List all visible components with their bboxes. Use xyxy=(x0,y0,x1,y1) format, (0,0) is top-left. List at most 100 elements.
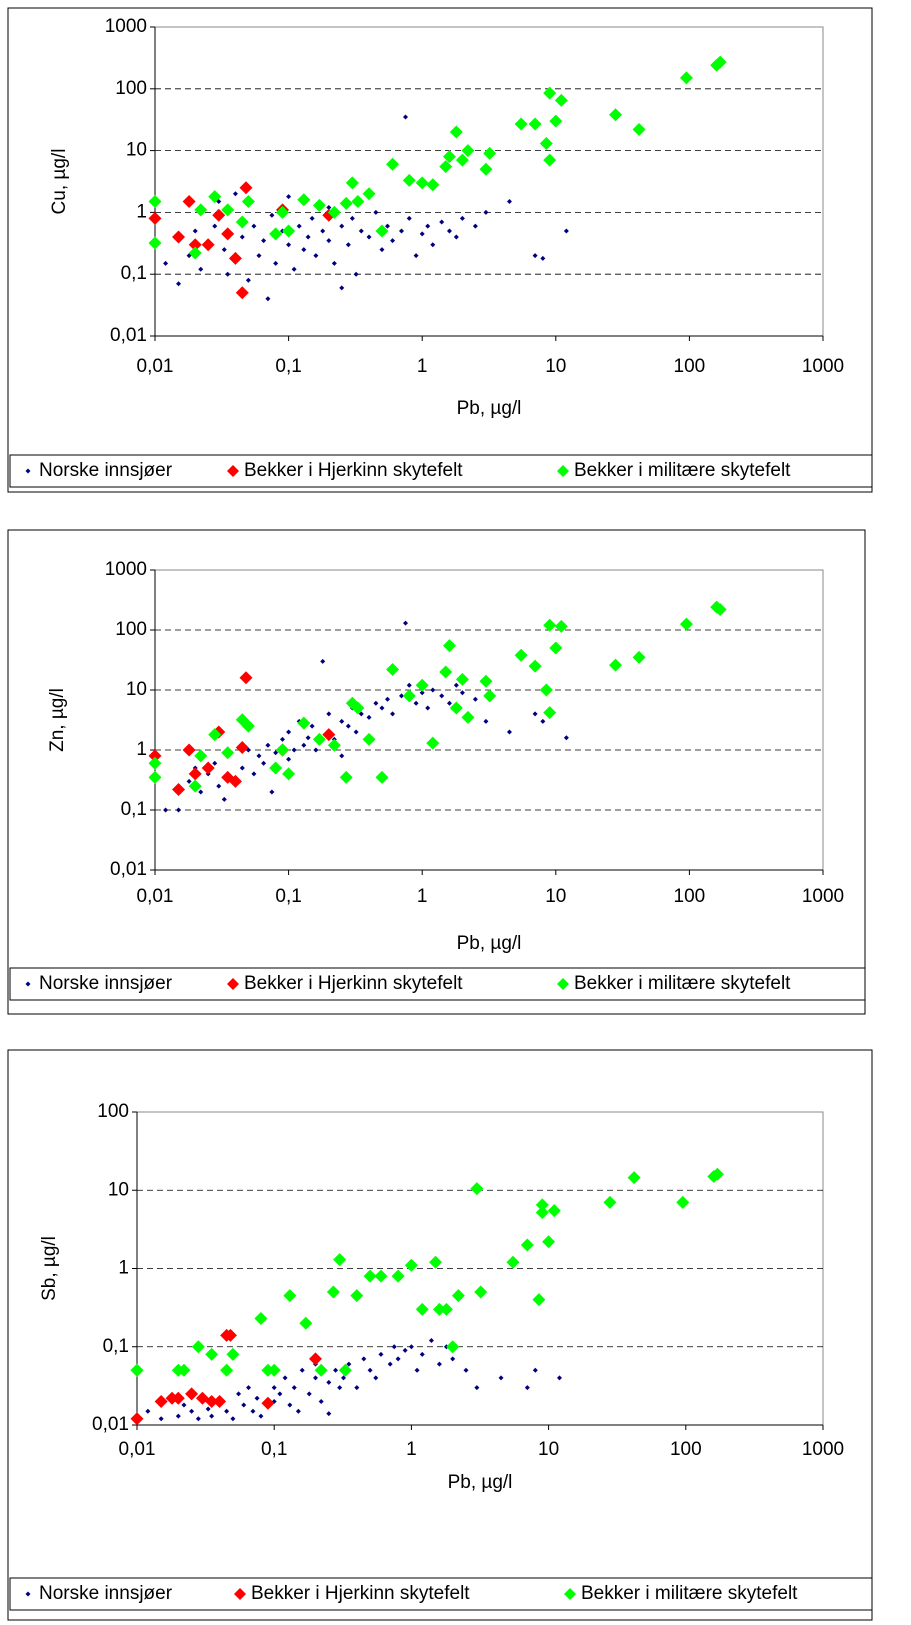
data-point xyxy=(483,718,489,724)
y-tick-label: 1 xyxy=(118,1258,129,1279)
data-point xyxy=(609,658,623,672)
data-point xyxy=(326,1379,332,1385)
data-point xyxy=(710,1167,724,1181)
data-point xyxy=(205,1347,219,1361)
data-point xyxy=(439,1302,453,1316)
x-tick-label: 1000 xyxy=(802,356,844,377)
y-tick-label: 100 xyxy=(115,78,147,99)
data-point xyxy=(172,230,186,244)
data-point xyxy=(235,215,249,229)
data-point xyxy=(498,1375,504,1381)
data-point xyxy=(226,1347,240,1361)
data-point xyxy=(239,181,253,195)
data-point xyxy=(528,659,542,673)
data-point xyxy=(313,253,319,259)
data-point xyxy=(455,153,469,167)
plot-area xyxy=(154,569,824,871)
x-tick-label: 1000 xyxy=(802,1439,844,1460)
data-point xyxy=(386,662,400,676)
data-point xyxy=(632,650,646,664)
data-point xyxy=(309,215,315,221)
data-point xyxy=(446,1340,460,1354)
data-point xyxy=(390,238,396,244)
data-point xyxy=(256,253,262,259)
data-point xyxy=(326,1285,340,1299)
data-point xyxy=(532,711,538,717)
data-point xyxy=(320,658,326,664)
data-point xyxy=(185,1387,199,1401)
data-point xyxy=(446,228,452,234)
data-point xyxy=(461,144,475,158)
data-point xyxy=(163,260,169,266)
data-point xyxy=(251,223,257,229)
data-point xyxy=(305,735,311,741)
y-tick-label: 0,01 xyxy=(110,859,147,880)
data-point xyxy=(474,1285,488,1299)
data-point xyxy=(366,234,372,240)
y-tick-label: 10 xyxy=(126,679,147,700)
data-point xyxy=(201,761,215,775)
chart-frame xyxy=(7,1049,873,1621)
data-point xyxy=(346,1361,352,1367)
x-tick-label: 100 xyxy=(670,1439,702,1460)
x-tick-label: 1 xyxy=(406,1439,417,1460)
data-point xyxy=(216,783,222,789)
data-point xyxy=(627,1171,641,1185)
data-point xyxy=(297,193,311,207)
data-point xyxy=(254,1395,260,1401)
data-point xyxy=(539,137,553,151)
legend-marker xyxy=(227,978,239,990)
data-point xyxy=(385,696,391,702)
chart-frame xyxy=(7,529,866,1015)
data-point xyxy=(326,238,332,244)
y-axis-label: Zn, µg/l xyxy=(47,688,68,752)
legend-marker xyxy=(25,468,31,474)
x-tick-label: 0,01 xyxy=(119,1439,156,1460)
legend-label: Bekker i militære skytefelt xyxy=(574,973,791,994)
data-point xyxy=(429,1255,443,1269)
legend-label: Norske innsjøer xyxy=(39,973,173,994)
data-point xyxy=(710,58,724,72)
data-point xyxy=(246,1385,252,1391)
data-point xyxy=(483,209,489,215)
data-point xyxy=(301,742,307,748)
data-point xyxy=(188,779,202,793)
data-point xyxy=(442,639,456,653)
data-point xyxy=(171,1391,185,1405)
data-point xyxy=(414,1367,420,1373)
data-point xyxy=(339,223,345,229)
data-point xyxy=(221,746,235,760)
data-point xyxy=(228,774,242,788)
y-axis-label: Sb, µg/l xyxy=(39,1236,60,1301)
data-point xyxy=(345,176,359,190)
data-point xyxy=(163,807,169,813)
x-tick-label: 0,01 xyxy=(137,356,174,377)
data-point xyxy=(350,1289,364,1303)
data-point xyxy=(430,242,436,248)
x-tick-label: 10 xyxy=(545,886,566,907)
data-point xyxy=(261,238,267,244)
data-point xyxy=(297,716,311,730)
data-point xyxy=(235,286,249,300)
x-tick-label: 1 xyxy=(417,886,428,907)
data-point xyxy=(145,1408,151,1414)
data-point xyxy=(479,674,493,688)
data-point xyxy=(225,271,231,277)
data-point xyxy=(188,238,202,252)
data-point xyxy=(194,203,208,217)
data-point xyxy=(296,223,302,229)
data-point xyxy=(291,1385,297,1391)
data-point xyxy=(205,1394,219,1408)
data-point xyxy=(543,618,557,632)
data-point xyxy=(563,735,569,741)
data-point xyxy=(148,211,162,225)
data-point xyxy=(449,701,463,715)
data-point xyxy=(189,1408,195,1414)
data-point xyxy=(395,1356,401,1362)
data-point xyxy=(282,767,296,781)
legend-marker xyxy=(234,1588,246,1600)
data-point xyxy=(483,689,497,703)
data-point xyxy=(446,700,452,706)
data-point xyxy=(483,146,497,160)
